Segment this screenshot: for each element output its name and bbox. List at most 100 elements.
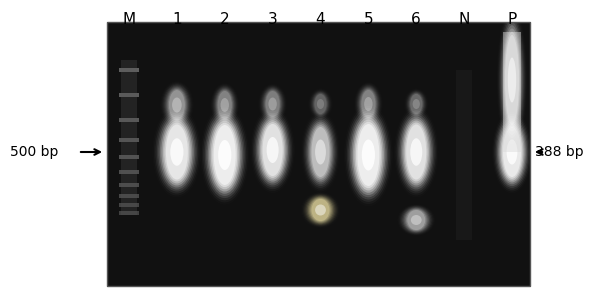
- Ellipse shape: [308, 196, 333, 224]
- Ellipse shape: [353, 117, 384, 193]
- Ellipse shape: [214, 87, 236, 123]
- Ellipse shape: [399, 115, 433, 190]
- Ellipse shape: [405, 122, 428, 182]
- Ellipse shape: [362, 140, 375, 170]
- Ellipse shape: [254, 113, 291, 187]
- Ellipse shape: [401, 116, 432, 188]
- Ellipse shape: [310, 125, 331, 179]
- Ellipse shape: [160, 116, 194, 188]
- Ellipse shape: [501, 123, 523, 181]
- Text: 4: 4: [315, 12, 326, 27]
- Ellipse shape: [262, 87, 283, 121]
- Ellipse shape: [317, 99, 324, 109]
- Ellipse shape: [172, 98, 182, 112]
- Ellipse shape: [355, 119, 383, 190]
- Ellipse shape: [165, 85, 189, 124]
- Text: 3: 3: [268, 12, 277, 27]
- Ellipse shape: [253, 111, 292, 189]
- Bar: [119, 155, 139, 159]
- Text: 388 bp: 388 bp: [535, 145, 584, 159]
- Ellipse shape: [307, 120, 334, 184]
- Ellipse shape: [203, 110, 247, 200]
- Bar: [119, 183, 139, 187]
- Ellipse shape: [311, 199, 330, 221]
- Ellipse shape: [216, 89, 233, 121]
- Ellipse shape: [218, 91, 232, 119]
- Ellipse shape: [268, 98, 277, 110]
- Ellipse shape: [495, 116, 529, 188]
- Ellipse shape: [411, 215, 422, 225]
- Ellipse shape: [409, 93, 423, 115]
- Ellipse shape: [503, 28, 521, 131]
- Ellipse shape: [398, 112, 434, 191]
- Ellipse shape: [507, 140, 517, 164]
- Ellipse shape: [397, 110, 436, 194]
- Ellipse shape: [206, 114, 244, 196]
- Ellipse shape: [162, 118, 192, 185]
- Ellipse shape: [314, 94, 327, 114]
- Ellipse shape: [500, 122, 525, 182]
- Ellipse shape: [364, 97, 372, 111]
- Ellipse shape: [402, 118, 430, 185]
- Ellipse shape: [504, 32, 520, 128]
- Ellipse shape: [403, 208, 429, 232]
- Ellipse shape: [361, 90, 375, 118]
- Ellipse shape: [209, 118, 240, 191]
- Ellipse shape: [497, 118, 527, 186]
- Ellipse shape: [305, 195, 336, 225]
- Ellipse shape: [401, 206, 431, 234]
- Ellipse shape: [165, 122, 189, 182]
- Ellipse shape: [500, 15, 525, 145]
- Ellipse shape: [214, 125, 236, 185]
- Ellipse shape: [265, 90, 280, 118]
- Ellipse shape: [263, 88, 283, 120]
- Bar: [119, 118, 139, 122]
- Ellipse shape: [266, 91, 280, 117]
- Ellipse shape: [167, 88, 187, 122]
- Ellipse shape: [314, 93, 327, 115]
- Ellipse shape: [312, 92, 329, 116]
- Ellipse shape: [406, 209, 426, 231]
- Ellipse shape: [263, 124, 283, 176]
- Bar: [119, 211, 139, 215]
- Ellipse shape: [494, 114, 530, 190]
- Ellipse shape: [350, 113, 387, 197]
- Ellipse shape: [260, 120, 285, 180]
- Ellipse shape: [503, 127, 521, 177]
- Text: M: M: [122, 12, 135, 27]
- Ellipse shape: [205, 112, 245, 198]
- Ellipse shape: [348, 110, 388, 200]
- Ellipse shape: [313, 92, 328, 116]
- Ellipse shape: [406, 124, 426, 179]
- Ellipse shape: [304, 116, 337, 188]
- Ellipse shape: [505, 35, 519, 125]
- Ellipse shape: [212, 123, 237, 187]
- Ellipse shape: [502, 25, 522, 135]
- Text: 2: 2: [220, 12, 229, 27]
- Ellipse shape: [359, 87, 378, 121]
- Bar: [456, 70, 472, 240]
- Ellipse shape: [267, 137, 279, 163]
- Ellipse shape: [408, 92, 425, 116]
- Ellipse shape: [410, 94, 422, 114]
- Ellipse shape: [163, 85, 190, 125]
- Ellipse shape: [256, 115, 289, 185]
- Ellipse shape: [166, 124, 188, 179]
- Ellipse shape: [163, 121, 191, 184]
- Ellipse shape: [347, 108, 390, 202]
- Ellipse shape: [409, 92, 424, 116]
- Bar: [121, 60, 137, 215]
- Ellipse shape: [305, 118, 336, 186]
- Bar: [119, 93, 139, 97]
- Ellipse shape: [413, 99, 420, 109]
- Ellipse shape: [407, 210, 425, 230]
- Bar: [119, 138, 139, 142]
- Ellipse shape: [309, 197, 332, 223]
- Ellipse shape: [309, 123, 332, 181]
- Ellipse shape: [264, 89, 282, 119]
- Ellipse shape: [166, 87, 188, 123]
- Ellipse shape: [170, 138, 184, 166]
- Text: 5: 5: [364, 12, 373, 27]
- Ellipse shape: [156, 110, 198, 194]
- Ellipse shape: [257, 116, 288, 184]
